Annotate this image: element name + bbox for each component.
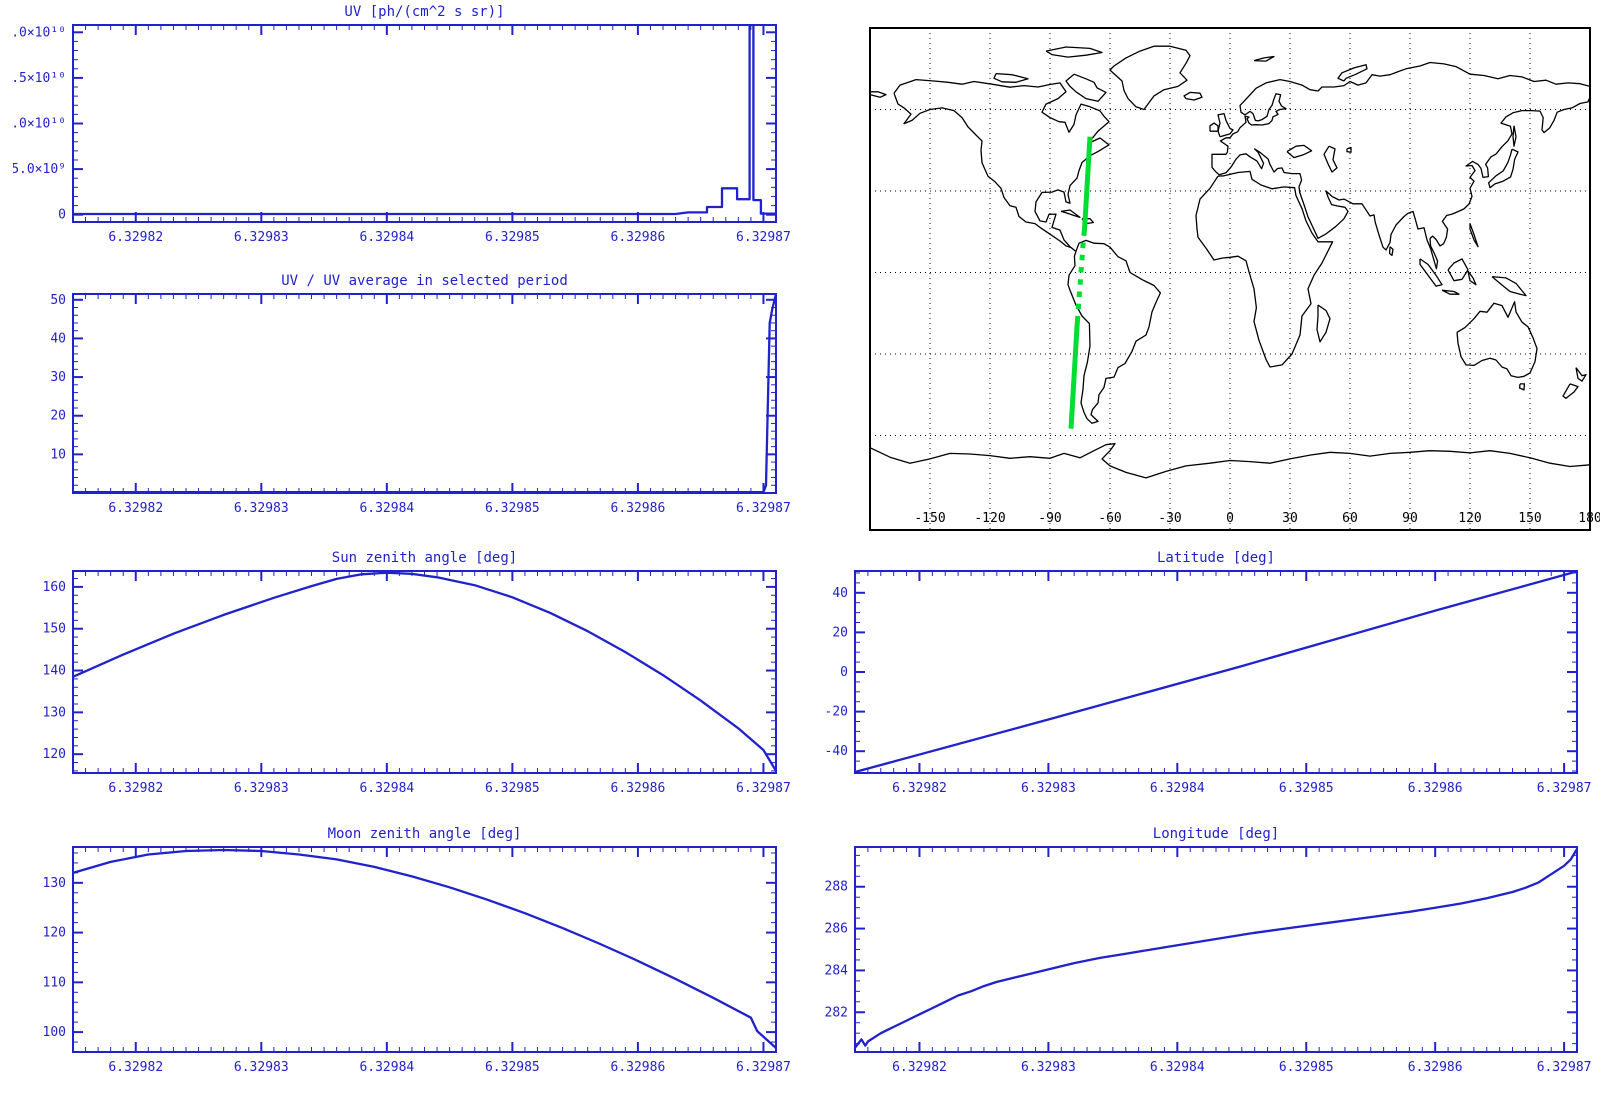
svg-text:1.5×10¹⁰: 1.5×10¹⁰ [13,71,66,86]
svg-text:90: 90 [1402,511,1418,526]
longitude-chart: Longitude [deg] 6.32982 6.32983 6.32984 6.3… [795,823,1600,1092]
uv-chart-title: UV [ph/(cm^2 s sr)] [344,4,505,20]
world-map-svg: -150 -120 -90 -60 -30 0 30 60 90 120 150 180 [869,27,1600,531]
svg-text:6.32987: 6.32987 [1537,781,1592,796]
svg-text:6.32982: 6.32982 [892,1060,947,1075]
svg-text:-150: -150 [914,511,945,526]
svg-text:-60: -60 [1098,511,1121,526]
svg-text:130: 130 [43,876,66,891]
moon-zenith-chart-title: Moon zenith angle [deg] [327,826,522,842]
latitude-chart-title: Latitude [deg] [1156,550,1275,566]
latitude-chart: Latitude [deg] 6.32982 6.32983 6.32984 6.32… [795,547,1600,813]
svg-text:288: 288 [825,880,848,895]
svg-text:160: 160 [43,580,66,595]
svg-text:6.32985: 6.32985 [1279,781,1334,796]
svg-text:6.32986: 6.32986 [1408,1060,1463,1075]
svg-text:-90: -90 [1038,511,1061,526]
svg-text:0: 0 [1226,511,1234,526]
longitude-svg: 6.32982 6.32983 6.32984 6.32985 6.32986 6.329… [825,846,1592,1075]
svg-text:6.32987: 6.32987 [736,781,791,796]
svg-text:6.32987: 6.32987 [736,501,791,516]
svg-text:6.32986: 6.32986 [611,781,666,796]
svg-text:150: 150 [43,622,66,637]
svg-text:0: 0 [840,665,848,680]
svg-text:282: 282 [825,1005,848,1020]
svg-text:6.32984: 6.32984 [359,230,414,245]
svg-text:140: 140 [43,664,66,679]
svg-text:20: 20 [50,409,66,424]
svg-text:6.32984: 6.32984 [359,781,414,796]
svg-text:6.32985: 6.32985 [485,501,540,516]
svg-text:60: 60 [1342,511,1358,526]
svg-text:100: 100 [43,1025,66,1040]
svg-text:120: 120 [43,747,66,762]
svg-text:130: 130 [43,705,66,720]
uv-ratio-svg: 6.32982 6.32983 6.32984 6.32985 6.32986 6.329… [50,293,791,516]
svg-text:6.32982: 6.32982 [108,230,163,245]
svg-text:6.32984: 6.32984 [1150,781,1205,796]
uv-svg: 6.32982 6.32983 6.32984 6.32985 6.32986 6.329… [13,24,791,245]
uv-ratio-chart: UV / UV average in selected period 6.329… [13,270,818,533]
svg-text:0: 0 [58,208,66,223]
svg-text:-120: -120 [974,511,1005,526]
svg-text:6.32984: 6.32984 [359,501,414,516]
svg-text:6.32984: 6.32984 [1150,1060,1205,1075]
svg-text:2.0×10¹⁰: 2.0×10¹⁰ [13,25,66,40]
svg-text:30: 30 [1282,511,1298,526]
sun-zenith-svg: 6.32982 6.32983 6.32984 6.32985 6.32986 6.329… [43,570,791,796]
sun-zenith-chart: Sun zenith angle [deg] 6.32982 6.32983 6.3… [13,547,818,813]
longitude-chart-title: Longitude [deg] [1152,826,1280,842]
svg-text:50: 50 [50,293,66,308]
svg-text:284: 284 [825,963,849,978]
svg-text:6.32982: 6.32982 [108,781,163,796]
svg-text:6.32982: 6.32982 [108,1060,163,1075]
svg-text:6.32985: 6.32985 [1279,1060,1334,1075]
sun-zenith-chart-title: Sun zenith angle [deg] [331,550,518,566]
svg-text:6.32985: 6.32985 [485,230,540,245]
svg-text:6.32984: 6.32984 [359,1060,414,1075]
svg-text:1.0×10¹⁰: 1.0×10¹⁰ [13,117,66,132]
svg-text:6.32987: 6.32987 [736,1060,791,1075]
moon-zenith-svg: 6.32982 6.32983 6.32984 6.32985 6.32986 6.329… [43,846,791,1075]
svg-text:-40: -40 [825,744,848,759]
svg-text:6.32983: 6.32983 [234,230,289,245]
svg-text:6.32986: 6.32986 [1408,781,1463,796]
svg-text:6.32985: 6.32985 [485,781,540,796]
uv-chart: UV [ph/(cm^2 s sr)] 6.32982 6.32983 6.3298… [13,1,818,262]
svg-text:40: 40 [832,586,848,601]
svg-text:6.32983: 6.32983 [234,501,289,516]
latitude-svg: 6.32982 6.32983 6.32984 6.32985 6.32986 6.329… [825,570,1592,796]
moon-zenith-chart: Moon zenith angle [deg] 6.32982 6.32983 6.… [13,823,818,1092]
svg-text:5.0×10⁹: 5.0×10⁹ [13,162,66,177]
svg-text:6.32982: 6.32982 [892,781,947,796]
svg-text:40: 40 [50,331,66,346]
uv-ratio-chart-title: UV / UV average in selected period [281,273,568,289]
svg-text:6.32985: 6.32985 [485,1060,540,1075]
svg-text:6.32983: 6.32983 [1021,781,1076,796]
svg-text:6.32987: 6.32987 [1537,1060,1592,1075]
svg-text:20: 20 [832,625,848,640]
svg-text:6.32986: 6.32986 [611,1060,666,1075]
svg-text:150: 150 [1518,511,1541,526]
svg-text:6.32986: 6.32986 [611,230,666,245]
svg-text:30: 30 [50,370,66,385]
svg-text:110: 110 [43,975,66,990]
world-map: -150 -120 -90 -60 -30 0 30 60 90 120 150 180 [810,4,1600,540]
svg-text:6.32983: 6.32983 [1021,1060,1076,1075]
svg-text:120: 120 [1458,511,1481,526]
svg-text:286: 286 [825,922,848,937]
svg-text:6.32982: 6.32982 [108,501,163,516]
svg-text:10: 10 [50,447,66,462]
svg-text:6.32986: 6.32986 [611,501,666,516]
svg-text:6.32987: 6.32987 [736,230,791,245]
svg-text:-30: -30 [1158,511,1181,526]
svg-text:-20: -20 [825,705,848,720]
svg-text:120: 120 [43,926,66,941]
svg-text:6.32983: 6.32983 [234,781,289,796]
svg-text:6.32983: 6.32983 [234,1060,289,1075]
